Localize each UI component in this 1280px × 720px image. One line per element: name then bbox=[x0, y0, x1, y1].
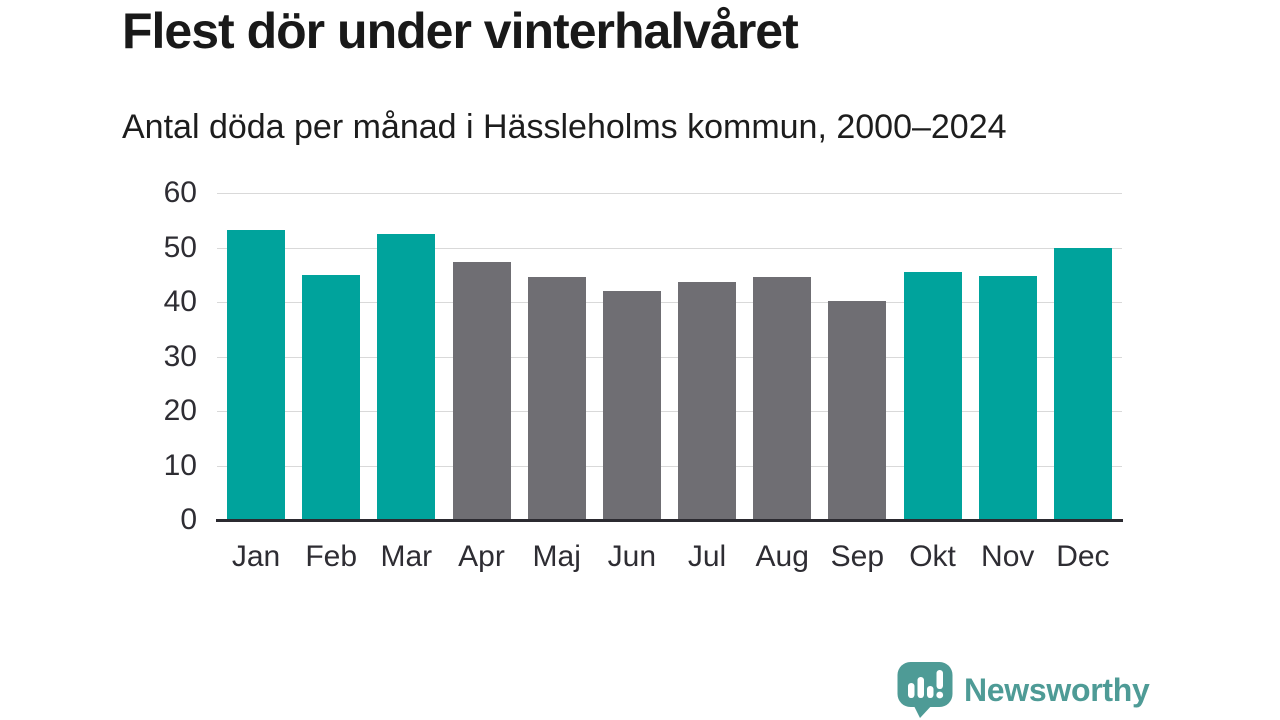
bar-jun bbox=[602, 291, 661, 520]
x-tick-label-aug: Aug bbox=[755, 540, 809, 573]
gridline-40 bbox=[217, 302, 1122, 303]
bar-apr bbox=[452, 261, 511, 520]
x-tick-label-feb: Feb bbox=[305, 540, 358, 573]
y-tick-label-40: 40 bbox=[163, 285, 197, 318]
y-tick-label-20: 20 bbox=[163, 394, 197, 427]
x-tick-label-dec: Dec bbox=[1056, 540, 1110, 573]
gridline-20 bbox=[217, 411, 1122, 412]
bar-feb bbox=[302, 275, 361, 520]
bar-sep bbox=[828, 301, 887, 520]
bar-maj bbox=[527, 276, 586, 520]
bar-okt bbox=[903, 272, 962, 520]
x-axis-line bbox=[216, 519, 1123, 522]
bar-jan bbox=[227, 230, 285, 520]
gridline-50 bbox=[217, 247, 1122, 249]
x-tick-label-sep: Sep bbox=[830, 540, 885, 573]
x-tick-label-jul: Jul bbox=[687, 540, 727, 573]
gridline-30 bbox=[217, 356, 1122, 358]
y-tick-label-10: 10 bbox=[163, 448, 197, 482]
y-tick-label-30: 30 bbox=[163, 339, 197, 373]
x-tick-label-jan: Jan bbox=[231, 540, 281, 573]
bars-container bbox=[217, 193, 1122, 520]
plot-area bbox=[217, 193, 1122, 520]
bar-dec bbox=[1053, 247, 1112, 520]
gridline-60 bbox=[217, 193, 1122, 194]
chart-title: Flest dör under vinterhalvåret bbox=[122, 3, 799, 59]
x-tick-label-maj: Maj bbox=[532, 540, 581, 573]
x-tick-label-nov: Nov bbox=[981, 540, 1035, 573]
x-tick-label-okt: Okt bbox=[909, 540, 956, 573]
x-tick-label-jun: Jun bbox=[607, 540, 657, 573]
y-tick-label-60: 60 bbox=[163, 176, 197, 209]
gridline-10 bbox=[217, 465, 1122, 467]
bar-mar bbox=[377, 233, 436, 520]
newsworthy-wordmark: Newsworthy bbox=[964, 671, 1150, 708]
newsworthy-logo: Newsworthy bbox=[897, 661, 1150, 719]
y-tick-label-0: 0 bbox=[180, 503, 197, 536]
bar-jul bbox=[678, 282, 737, 520]
x-tick-label-mar: Mar bbox=[380, 540, 433, 573]
x-axis-labels: Jan Feb Mar Apr Maj Jun Jul Aug Sep Okt Nov Dec bbox=[217, 540, 1122, 574]
bar-aug bbox=[753, 277, 812, 520]
bar-nov bbox=[978, 276, 1037, 520]
y-tick-label-50: 50 bbox=[163, 230, 197, 264]
newsworthy-bubble-chart-icon bbox=[897, 662, 953, 718]
x-tick-label-apr: Apr bbox=[458, 540, 505, 573]
chart-subtitle: Antal döda per månad i Hässleholms kommu… bbox=[122, 108, 1007, 146]
